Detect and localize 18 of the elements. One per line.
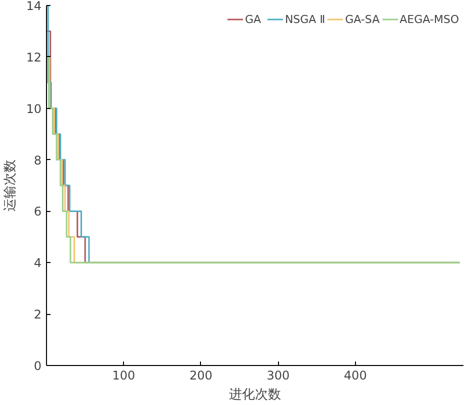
x-tick-label: 100 xyxy=(112,368,136,382)
y-tick-label: 6 xyxy=(34,204,42,219)
x-tick-label: 400 xyxy=(344,368,367,382)
x-tick-label: 200 xyxy=(189,368,212,382)
y-tick-label: 12 xyxy=(26,50,42,64)
y-tick-label: 4 xyxy=(34,256,42,270)
legend-label: NSGA Ⅱ xyxy=(284,12,326,26)
y-axis-title: 运输次数 xyxy=(3,160,18,212)
y-tick-label: 14 xyxy=(26,0,42,13)
y-tick-label: 0 xyxy=(34,359,42,373)
x-axis-title: 进化次数 xyxy=(229,388,281,402)
y-tick-label: 10 xyxy=(26,102,42,116)
y-tick-label: 2 xyxy=(34,308,42,322)
x-tick-label: 300 xyxy=(266,368,290,382)
legend-label: GA xyxy=(244,12,262,26)
legend-label: GA-SA xyxy=(345,12,380,26)
legend-label: AEGA-MSO xyxy=(400,12,459,26)
y-tick-label: 8 xyxy=(34,153,42,168)
